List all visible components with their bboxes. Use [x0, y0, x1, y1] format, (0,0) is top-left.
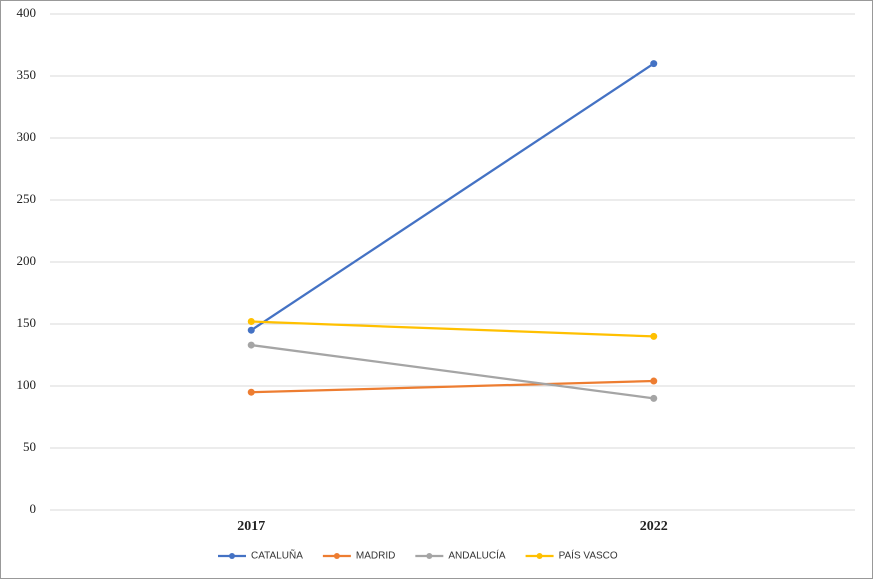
series-line [251, 320, 654, 338]
point-marker [247, 318, 255, 326]
series-line [251, 379, 654, 394]
series-line [250, 62, 655, 332]
series-line [251, 343, 654, 400]
y-tick-label: 300 [17, 129, 37, 144]
x-tick-label: 2022 [640, 519, 668, 534]
y-tick-label: 0 [30, 501, 37, 516]
legend-label: PAÍS VASCO [559, 549, 618, 562]
legend-marker [333, 553, 340, 559]
y-tick-label: 200 [17, 253, 37, 268]
point-marker [650, 394, 658, 402]
point-marker [650, 332, 658, 340]
x-tick-label: 2017 [237, 519, 265, 534]
legend-marker [536, 553, 543, 559]
point-marker [247, 341, 255, 349]
y-tick-label: 350 [17, 67, 37, 82]
y-tick-label: 100 [17, 377, 37, 392]
legend-label: ANDALUCÍA [448, 549, 506, 562]
point-marker [650, 377, 658, 385]
point-marker [650, 60, 658, 68]
y-tick-label: 250 [17, 191, 37, 206]
y-tick-label: 150 [17, 315, 37, 330]
point-marker [247, 388, 255, 396]
point-marker [247, 326, 255, 334]
legend-marker [229, 553, 235, 559]
legend-label: CATALUÑA [251, 549, 303, 562]
legend-label: MADRID [356, 551, 395, 562]
y-tick-label: 50 [23, 439, 36, 454]
legend-marker [426, 553, 433, 559]
y-tick-label: 400 [17, 5, 37, 20]
